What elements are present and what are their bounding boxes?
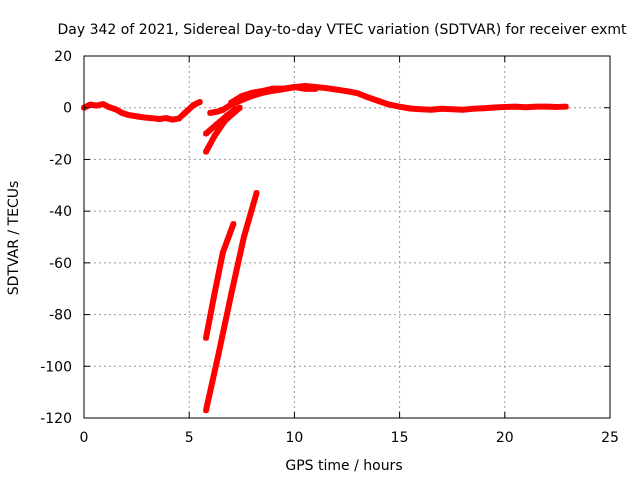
data-point [190,102,196,108]
y-tick-label: -20 [49,152,72,168]
data-point [512,104,518,110]
data-point [197,99,203,105]
data-point [355,90,361,96]
data-point [481,105,487,111]
data-point [157,116,163,122]
data-point [249,90,255,96]
data-point [144,115,150,121]
data-point [100,101,106,107]
grid-lines [84,56,610,418]
data-point [533,104,539,110]
data-point [544,104,550,110]
data-point [211,291,217,297]
data-point [239,93,245,99]
data-point [216,350,222,356]
data-point [214,122,220,128]
x-tick-label: 15 [391,430,409,446]
data-point [281,86,287,92]
data-point [203,407,209,413]
data-point [87,102,93,108]
data-point [449,106,455,112]
data-point [554,104,560,110]
y-tick-label: 20 [54,49,72,65]
data-point [203,149,209,155]
y-tick-label: -120 [40,411,72,427]
data-point [439,106,445,112]
data-point [207,110,213,116]
y-tick-label: -60 [49,256,72,272]
data-point [386,102,392,108]
y-tick-label: -40 [49,204,72,220]
data-point [470,106,476,112]
data-point [214,109,220,115]
chart-title: Day 342 of 2021, Sidereal Day-to-day VTE… [58,22,628,38]
data-point [169,117,175,123]
x-tick-label: 25 [601,430,619,446]
data-point [230,221,236,227]
data-point [418,106,424,112]
data-point [222,118,228,124]
data-point [125,112,131,118]
data-point [211,133,217,139]
plot-frame [83,55,611,419]
data-point [502,104,508,110]
data-point [237,105,243,111]
series-jump-2 [203,104,243,155]
data-point [182,110,188,116]
data-point [203,335,209,341]
data-point [563,104,569,110]
axis-ticks: 0 5 10 15 20 25 20 0 -20 -40 -60 -80 -100 -120 [40,49,619,446]
data-point [239,97,245,103]
y-tick-label: -100 [40,359,72,375]
data-point [333,87,339,93]
x-axis-label: GPS time / hours [285,458,402,474]
data-point [302,86,308,92]
data-point [241,234,247,240]
data-point [523,104,529,110]
x-tick-label: 10 [285,430,303,446]
y-tick-label: -80 [49,308,72,324]
data-point [203,131,209,137]
data-point [312,86,318,92]
data-point [428,107,434,113]
data-point [150,115,156,121]
data-point [376,98,382,104]
data-point [407,105,413,111]
data-point [344,88,350,94]
data-point [460,107,466,113]
data-point [106,104,112,110]
data-point [220,107,226,113]
data-point [270,86,276,92]
data-point [131,113,137,119]
data-point [260,88,266,94]
x-tick-label: 20 [496,430,514,446]
data-point [113,106,119,112]
data-point [291,84,297,90]
data-point [228,100,234,106]
x-tick-label: 5 [185,430,194,446]
y-axis-label: SDTVAR / TECUs [6,181,22,296]
data-point [323,85,329,91]
data-point [220,250,226,256]
series-drop-1 [203,221,237,341]
data-point [119,110,125,116]
data-point [254,190,260,196]
data-point [94,103,100,109]
y-tick-label: 0 [63,101,72,117]
data-point [397,104,403,110]
plot-series [81,82,569,414]
data-point [138,114,144,120]
data-point [365,94,371,100]
data-point [176,116,182,122]
data-point [491,104,497,110]
data-point [163,115,169,121]
x-tick-label: 0 [80,430,89,446]
data-point [228,291,234,297]
